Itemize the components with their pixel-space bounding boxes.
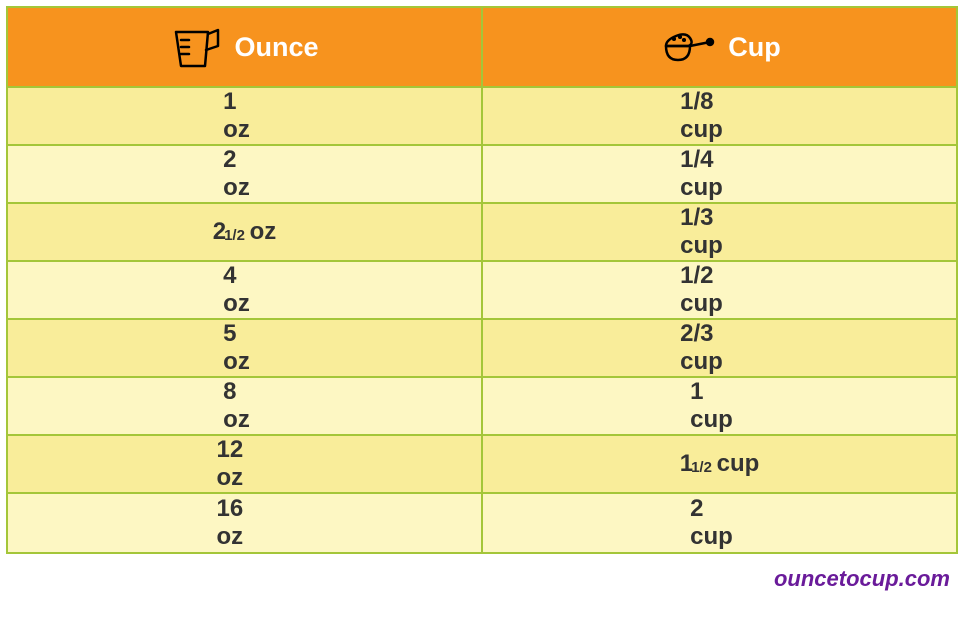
header-ounce-cell: Ounce [8, 8, 483, 88]
conversion-table: Ounce Cup [6, 6, 958, 554]
header-cup-cell: Cup [483, 8, 956, 88]
cup-cell: 11/2 cup [483, 436, 956, 494]
ounce-cell: 2 oz [8, 146, 483, 204]
cup-value: 1 cup [690, 378, 733, 433]
scoop-icon [658, 21, 718, 73]
cup-tail: cup [710, 450, 759, 477]
cup-value: 1/3 cup [680, 204, 723, 259]
table-row: 12 oz 11/2 cup [8, 436, 956, 494]
oz-value: 5 oz [223, 320, 250, 375]
measuring-cup-icon [170, 21, 224, 73]
ounce-cell: 8 oz [8, 378, 483, 436]
header-cup-label: Cup [728, 32, 780, 63]
table-row: 8 oz 1 cup [8, 378, 956, 436]
cup-cell: 1/4 cup [483, 146, 956, 204]
ounce-cell: 4 oz [8, 262, 483, 320]
cup-value: 1/2 cup [680, 262, 723, 317]
header-ounce-label: Ounce [234, 32, 318, 63]
table-row: 4 oz 1/2 cup [8, 262, 956, 320]
table-row: 1 oz 1/8 cup [8, 88, 956, 146]
cup-cell: 1/3 cup [483, 204, 956, 262]
table-row: 5 oz 2/3 cup [8, 320, 956, 378]
cup-value: 1/8 cup [680, 88, 723, 143]
cup-cell: 1 cup [483, 378, 956, 436]
cup-value: 1/4 cup [680, 146, 723, 201]
ounce-cell: 5 oz [8, 320, 483, 378]
table-header-row: Ounce Cup [8, 8, 956, 88]
cup-frac: 1/2 [691, 459, 712, 476]
footer-credit: ouncetocup.com [6, 554, 958, 592]
ounce-cell: 12 oz [8, 436, 483, 494]
ounce-cell: 21/2 oz [8, 204, 483, 262]
cup-value: 2 cup [690, 495, 733, 550]
oz-value: 1 oz [223, 88, 250, 143]
oz-value: 4 oz [223, 262, 250, 317]
cup-cell: 1/8 cup [483, 88, 956, 146]
oz-frac: 1/2 [224, 227, 245, 244]
table-row: 21/2 oz 1/3 cup [8, 204, 956, 262]
oz-tail: oz [243, 218, 276, 245]
cup-cell: 1/2 cup [483, 262, 956, 320]
table-row: 2 oz 1/4 cup [8, 146, 956, 204]
cup-cell: 2 cup [483, 494, 956, 552]
table-row: 16 oz 2 cup [8, 494, 956, 552]
ounce-cell: 1 oz [8, 88, 483, 146]
oz-value: 8 oz [223, 378, 250, 433]
oz-value: 16 oz [216, 495, 243, 550]
cup-value: 2/3 cup [680, 320, 723, 375]
oz-value: 12 oz [216, 436, 243, 491]
cup-cell: 2/3 cup [483, 320, 956, 378]
oz-value: 2 oz [223, 146, 250, 201]
ounce-cell: 16 oz [8, 494, 483, 552]
